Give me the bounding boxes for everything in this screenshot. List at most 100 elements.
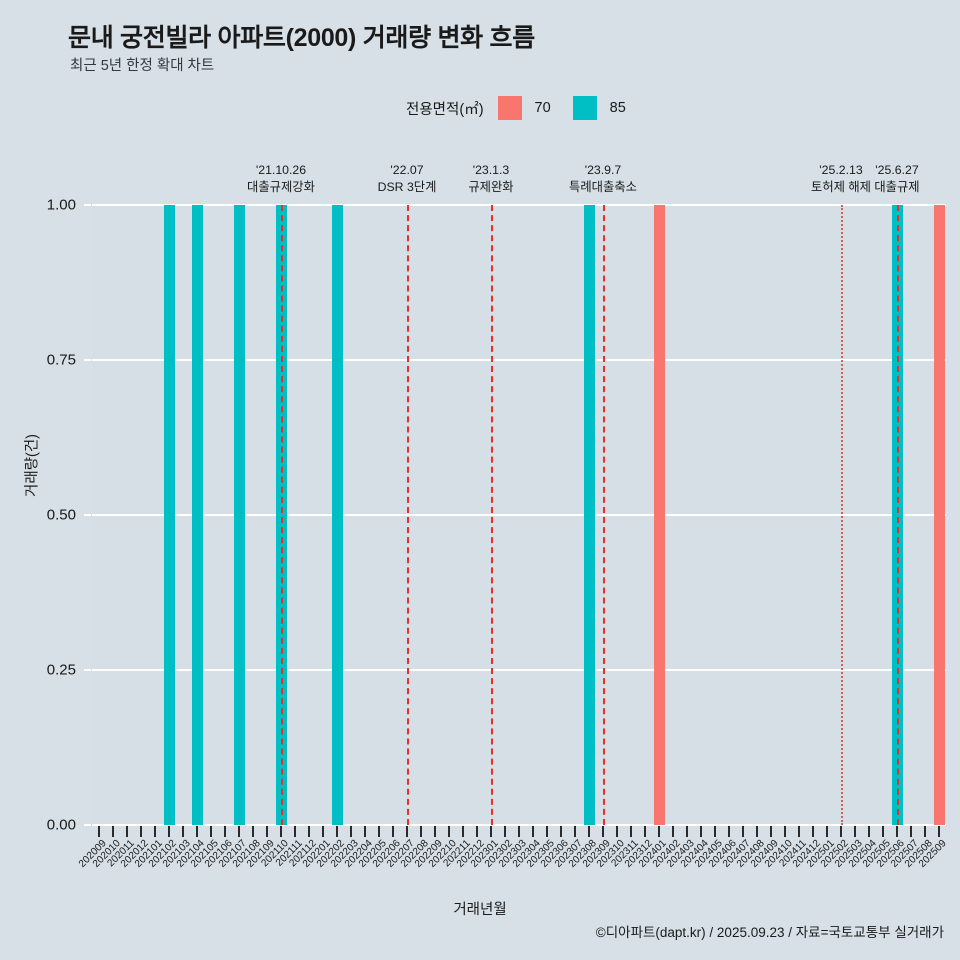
x-tick-mark bbox=[406, 826, 408, 837]
x-tick-mark bbox=[602, 826, 604, 837]
bar[interactable] bbox=[191, 205, 203, 825]
event-label: '21.10.26 대출규제강화 bbox=[247, 162, 315, 195]
x-tick-mark bbox=[504, 826, 506, 837]
bar[interactable] bbox=[583, 205, 595, 825]
x-tick-mark bbox=[336, 826, 338, 837]
x-tick-mark bbox=[490, 826, 492, 837]
legend-label-85: 85 bbox=[609, 100, 626, 116]
y-tick-label: 0.50 bbox=[46, 506, 76, 524]
x-tick-mark bbox=[728, 826, 730, 837]
x-tick-mark bbox=[252, 826, 254, 837]
event-label: '25.6.27 대출규제 bbox=[874, 162, 919, 195]
legend-title: 전용면적(㎡) bbox=[406, 101, 484, 118]
legend-item-85[interactable]: 85 bbox=[572, 96, 648, 120]
event-name: 특례대출축소 bbox=[569, 179, 637, 194]
x-tick-mark bbox=[714, 826, 716, 837]
gridline bbox=[92, 514, 946, 516]
x-tick-mark bbox=[112, 826, 114, 837]
x-tick-mark bbox=[574, 826, 576, 837]
x-tick-mark bbox=[266, 826, 268, 837]
x-axis-labels: 202009 202010 202011 202012 202101 202102 2021… bbox=[77, 838, 949, 898]
x-tick-mark bbox=[644, 826, 646, 837]
x-tick-mark bbox=[630, 826, 632, 837]
event-name: 토허제 해제 bbox=[811, 179, 871, 194]
x-tick-mark bbox=[210, 826, 212, 837]
plot-area bbox=[92, 204, 946, 826]
x-tick-mark bbox=[672, 826, 674, 837]
x-tick-mark bbox=[784, 826, 786, 837]
x-tick-mark bbox=[224, 826, 226, 837]
x-tick-mark bbox=[280, 826, 282, 837]
gridline bbox=[92, 204, 946, 206]
event-name: 대출규제 bbox=[874, 179, 920, 194]
x-tick-mark bbox=[448, 826, 450, 837]
y-tick-mark bbox=[84, 514, 91, 516]
x-tick-mark bbox=[364, 826, 366, 837]
x-tick-mark bbox=[350, 826, 352, 837]
x-axis-title: 거래년월 bbox=[453, 902, 507, 918]
event-line bbox=[603, 205, 605, 825]
x-tick-mark bbox=[126, 826, 128, 837]
event-label: '22.07 DSR 3단계 bbox=[378, 162, 437, 195]
y-tick-label: 0.25 bbox=[46, 661, 76, 679]
bar[interactable] bbox=[163, 205, 175, 825]
legend-item-70[interactable]: 70 bbox=[497, 96, 573, 120]
event-line bbox=[407, 205, 409, 825]
bar[interactable] bbox=[653, 205, 665, 825]
x-tick-mark bbox=[924, 826, 926, 837]
x-tick-mark bbox=[854, 826, 856, 837]
y-tick-mark bbox=[84, 824, 91, 826]
x-tick-mark bbox=[168, 826, 170, 837]
event-label: '25.2.13 토허제 해제 bbox=[811, 162, 871, 195]
event-line bbox=[281, 205, 283, 825]
bar[interactable] bbox=[933, 205, 945, 825]
x-tick-mark bbox=[420, 826, 422, 837]
legend-swatch-85 bbox=[572, 96, 597, 120]
page-subtitle: 최근 5년 한정 확대 차트 bbox=[70, 58, 215, 74]
gridline bbox=[92, 669, 946, 671]
x-tick-mark bbox=[378, 826, 380, 837]
x-tick-mark bbox=[434, 826, 436, 837]
event-date: '23.9.7 bbox=[584, 163, 622, 177]
event-line bbox=[897, 205, 899, 825]
event-name: 규제완화 bbox=[468, 179, 514, 194]
x-tick-mark bbox=[700, 826, 702, 837]
event-name: 대출규제강화 bbox=[247, 179, 315, 194]
event-line bbox=[841, 205, 843, 825]
x-tick-mark bbox=[686, 826, 688, 837]
x-tick-mark bbox=[532, 826, 534, 837]
x-tick-mark bbox=[238, 826, 240, 837]
legend-label-70: 70 bbox=[534, 100, 551, 116]
bar[interactable] bbox=[233, 205, 245, 825]
x-tick-mark bbox=[196, 826, 198, 837]
footer-credit: ©디아파트(dapt.kr) / 2025.09.23 / 자료=국토교통부 실… bbox=[595, 925, 944, 940]
event-line bbox=[491, 205, 493, 825]
x-tick-mark bbox=[154, 826, 156, 837]
event-date: '23.1.3 bbox=[472, 163, 510, 177]
y-tick-mark bbox=[84, 359, 91, 361]
x-tick-mark bbox=[98, 826, 100, 837]
event-label: '23.9.7 특례대출축소 bbox=[569, 162, 637, 195]
x-tick-mark bbox=[140, 826, 142, 837]
y-tick-mark bbox=[84, 669, 91, 671]
bar[interactable] bbox=[331, 205, 343, 825]
x-tick-mark bbox=[476, 826, 478, 837]
legend-swatch-70 bbox=[497, 96, 522, 120]
event-date: '25.2.13 bbox=[819, 163, 863, 177]
gridline bbox=[92, 359, 946, 361]
y-axis-title: 거래량(건) bbox=[24, 433, 41, 498]
event-name: DSR 3단계 bbox=[377, 179, 437, 194]
x-tick-mark bbox=[392, 826, 394, 837]
x-tick-mark bbox=[896, 826, 898, 837]
x-tick-mark bbox=[182, 826, 184, 837]
x-tick-mark bbox=[910, 826, 912, 837]
x-tick-mark bbox=[798, 826, 800, 837]
x-tick-mark bbox=[588, 826, 590, 837]
event-date: '22.07 bbox=[390, 163, 424, 177]
legend: 전용면적(㎡) 70 85 bbox=[406, 96, 648, 120]
x-tick-mark bbox=[294, 826, 296, 837]
x-axis-ticks bbox=[92, 826, 946, 838]
x-tick-mark bbox=[868, 826, 870, 837]
x-tick-mark bbox=[938, 826, 940, 837]
x-tick-mark bbox=[308, 826, 310, 837]
